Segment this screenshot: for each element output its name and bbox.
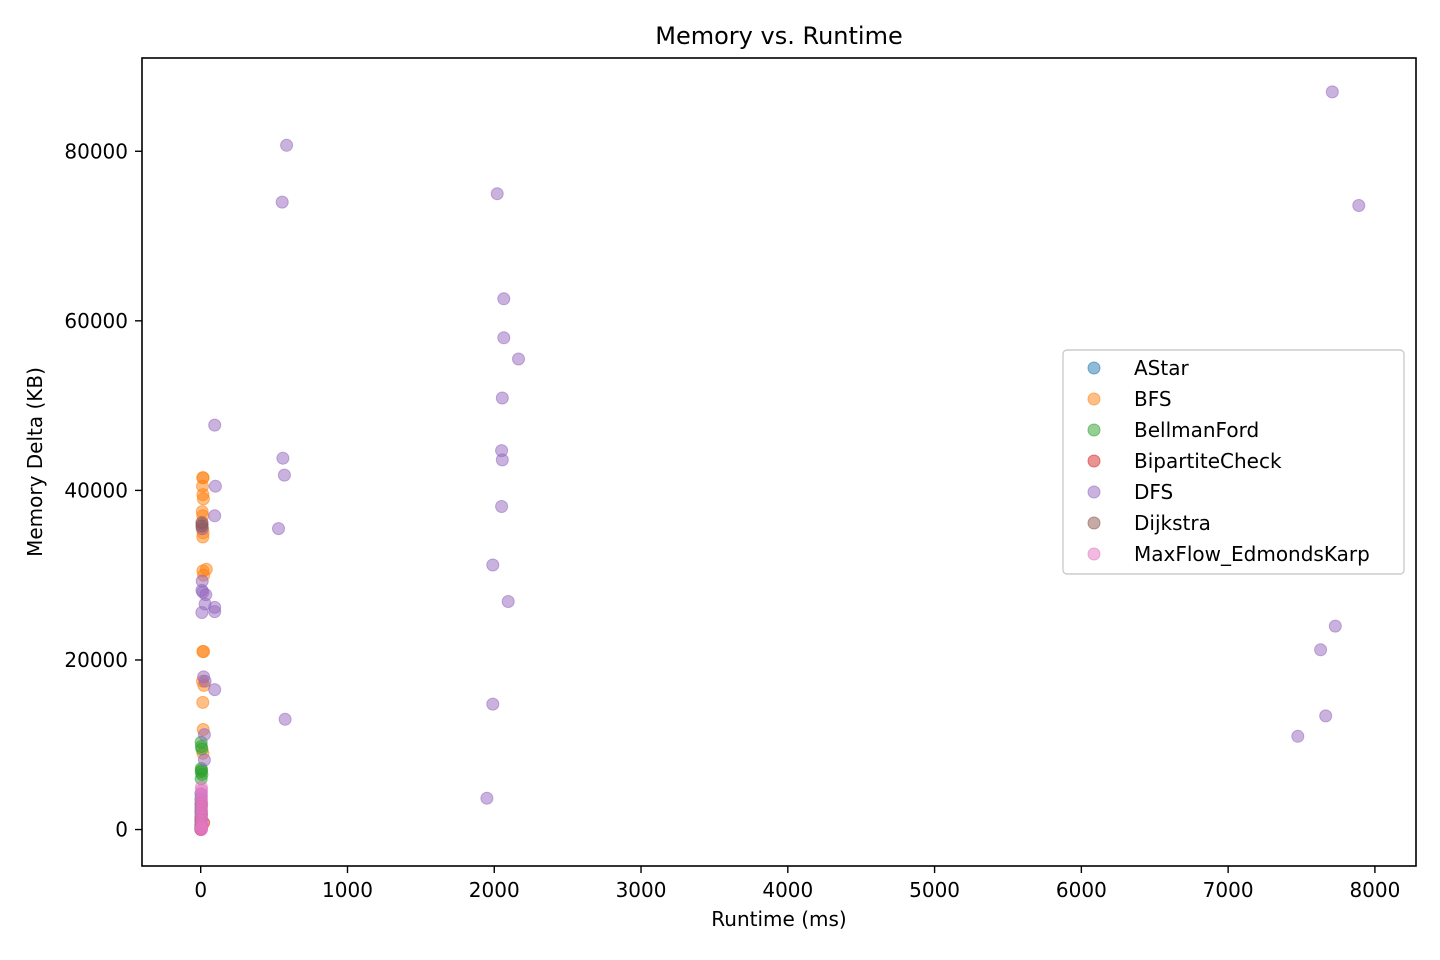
point-dfs-6: [497, 331, 511, 345]
point-dfs-15: [495, 500, 509, 513]
point-dfs-0: [1325, 85, 1339, 99]
legend: AStar BFS BellmanFord BipartiteCheck DFS Dijk…: [1062, 349, 1405, 575]
legend-label-dfs: DFS: [1134, 480, 1173, 504]
x-tick-label-5000: 5000: [909, 878, 960, 902]
point-dfs-34: [208, 683, 222, 697]
point-dfs-37: [1319, 709, 1333, 723]
point-dfs-30: [1328, 619, 1342, 633]
point-bfs-14: [197, 645, 211, 658]
point-dfs-40: [197, 753, 211, 767]
points-layer: [194, 85, 1366, 836]
point-dfs-16: [208, 509, 222, 523]
point-bfs-17: [196, 695, 210, 709]
legend-label-bellmanford: BellmanFord: [1134, 418, 1259, 442]
point-dfs-33: [198, 674, 212, 688]
x-tick-label-7000: 7000: [1203, 878, 1254, 902]
legend-marker-bellmanford: [1087, 423, 1101, 437]
point-dfs-14: [208, 479, 222, 493]
point-dfs-31: [1314, 643, 1328, 657]
point-dfs-17: [272, 522, 285, 536]
point-dfs-35: [486, 697, 500, 711]
legend-marker-bipartitecheck: [1087, 454, 1101, 468]
point-dfs-41: [480, 791, 494, 805]
x-tick-label-2000: 2000: [469, 878, 520, 902]
legend-label-dijkstra: Dijkstra: [1134, 511, 1211, 535]
point-bellmanford-2: [195, 742, 209, 756]
point-dfs-10: [276, 451, 290, 465]
x-tick-label-3000: 3000: [616, 878, 667, 902]
point-dfs-36: [278, 712, 292, 726]
x-tick-label-1000: 1000: [322, 878, 373, 902]
chart-title: Memory vs. Runtime: [655, 22, 902, 50]
y-tick-label-80000: 80000: [64, 139, 128, 163]
legend-label-bipartitecheck: BipartiteCheck: [1134, 449, 1282, 473]
legend-label-bfs: BFS: [1134, 387, 1172, 411]
y-tick-label-40000: 40000: [64, 478, 128, 502]
point-dfs-8: [495, 391, 509, 405]
point-dfs-9: [208, 418, 222, 432]
point-dfs-2: [1352, 199, 1366, 212]
x-tick-label-4000: 4000: [762, 878, 813, 902]
x-tick-label-6000: 6000: [1056, 878, 1107, 902]
point-dfs-5: [497, 292, 511, 306]
legend-marker-dijkstra: [1087, 516, 1101, 530]
legend-label-astar: AStar: [1134, 356, 1189, 380]
point-dfs-1: [280, 138, 294, 152]
point-dfs-20: [486, 558, 500, 572]
y-tick-label-60000: 60000: [64, 309, 128, 333]
point-dfs-7: [512, 352, 525, 366]
y-tick-label-20000: 20000: [64, 648, 128, 672]
legend-label-maxflow-edmondskarp: MaxFlow_EdmondsKarp: [1134, 542, 1370, 566]
legend-box: [1062, 349, 1405, 575]
plot-frame: [141, 57, 1417, 867]
legend-marker-astar: [1087, 361, 1101, 375]
point-bfs-4: [196, 492, 210, 506]
legend-marker-bfs: [1087, 392, 1101, 406]
point-dfs-38: [1291, 729, 1305, 743]
y-axis-label: Memory Delta (KB): [23, 367, 47, 557]
y-tick-label-0: 0: [115, 818, 128, 842]
point-dfs-3: [275, 195, 289, 209]
point-dfs-13: [277, 468, 291, 482]
y-axis: 0 20000 40000 60000 80000: [64, 139, 142, 842]
x-tick-label-8000: 8000: [1349, 878, 1400, 902]
legend-marker-maxflow-edmondskarp: [1087, 547, 1101, 561]
point-dfs-39: [197, 728, 211, 742]
point-dfs-29: [195, 606, 209, 619]
x-axis-label: Runtime (ms): [711, 907, 846, 931]
point-dfs-4: [490, 187, 504, 201]
legend-marker-dfs: [1087, 485, 1101, 499]
point-maxflow-edmondskarp-15: [194, 822, 208, 836]
point-dfs-12: [495, 453, 509, 467]
point-dfs-28: [208, 605, 222, 619]
point-dfs-25: [501, 595, 515, 608]
point-dijkstra-1: [195, 519, 209, 533]
x-tick-label-0: 0: [194, 878, 207, 902]
x-axis: 0 1000 2000 3000 4000 5000 6000 7000 8000: [194, 866, 1400, 902]
